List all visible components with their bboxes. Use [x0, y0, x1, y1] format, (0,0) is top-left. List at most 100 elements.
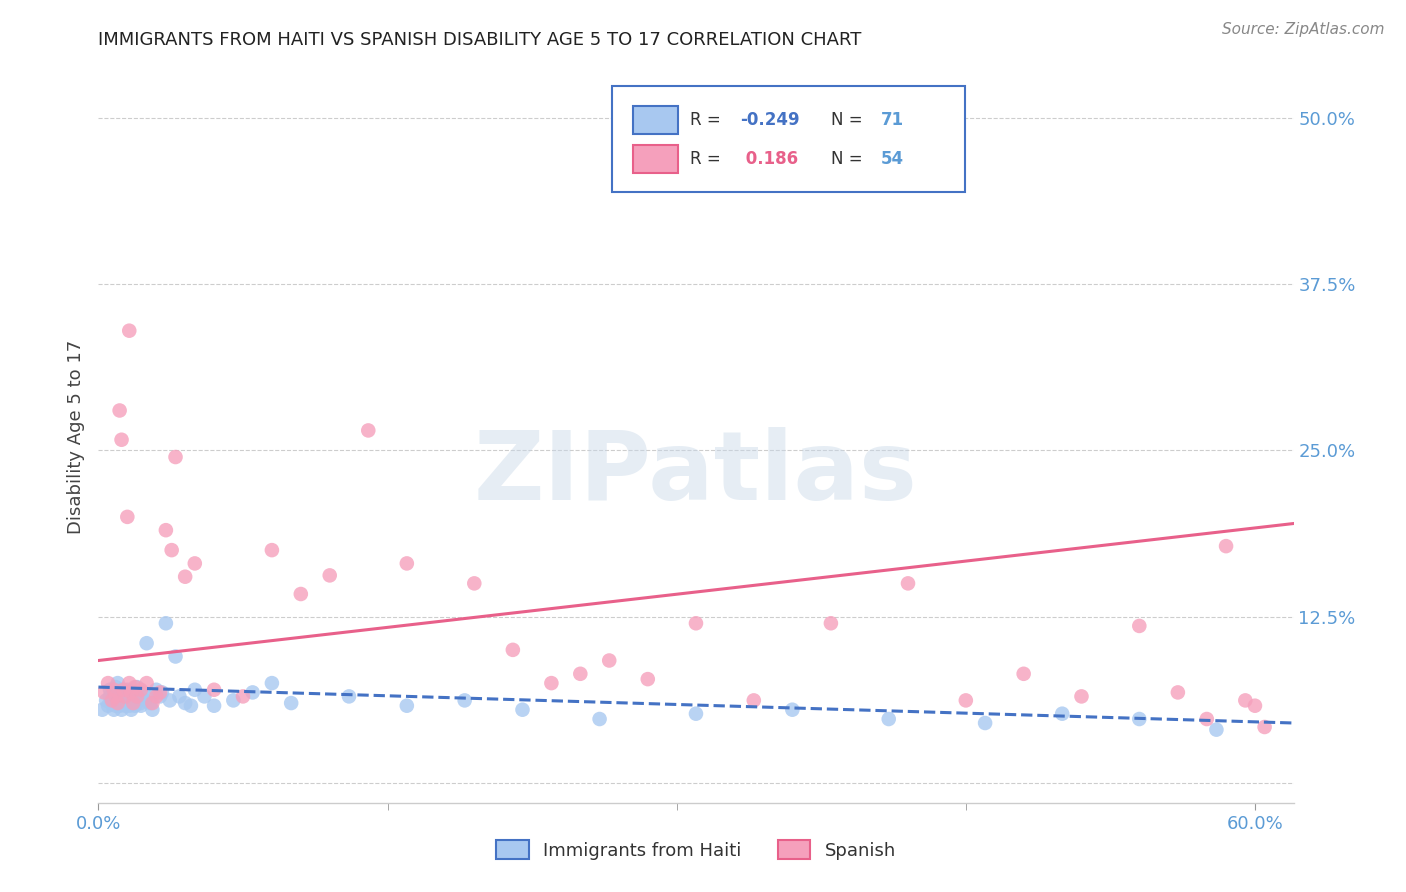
Point — [97, 698, 120, 713]
Point — [141, 703, 163, 717]
Point — [120, 685, 142, 699]
Point — [118, 698, 141, 713]
Point — [1012, 666, 1035, 681]
Point — [877, 712, 900, 726]
Point — [598, 653, 620, 667]
Point — [141, 696, 163, 710]
Point — [202, 682, 225, 697]
Point — [319, 568, 342, 582]
Point — [118, 693, 141, 707]
Point — [820, 616, 842, 631]
Point — [290, 587, 312, 601]
Point — [974, 716, 997, 731]
Point — [150, 685, 173, 699]
Point — [117, 690, 139, 704]
Text: Source: ZipAtlas.com: Source: ZipAtlas.com — [1222, 22, 1385, 37]
Point — [1215, 539, 1237, 553]
Point — [1050, 706, 1073, 721]
Point — [114, 698, 136, 713]
Point — [453, 693, 475, 707]
Point — [742, 693, 765, 707]
Point — [108, 403, 131, 417]
Point — [110, 682, 132, 697]
Point — [112, 682, 135, 697]
Point — [139, 696, 162, 710]
Point — [540, 676, 562, 690]
Point — [129, 698, 152, 713]
Point — [117, 696, 139, 710]
Point — [91, 703, 114, 717]
Text: -0.249: -0.249 — [740, 112, 800, 129]
Point — [184, 557, 207, 571]
Point — [135, 676, 157, 690]
Point — [782, 703, 804, 717]
Point — [685, 706, 707, 721]
Point — [125, 693, 148, 707]
Point — [1253, 720, 1275, 734]
Point — [145, 682, 167, 697]
Point — [159, 693, 181, 707]
Point — [222, 693, 245, 707]
Point — [1167, 685, 1189, 699]
Point — [1195, 712, 1218, 726]
Point — [588, 712, 610, 726]
Point — [242, 685, 264, 699]
Point — [232, 690, 254, 704]
Point — [118, 324, 141, 338]
Point — [125, 680, 148, 694]
Point — [101, 696, 124, 710]
Point — [129, 682, 152, 697]
Point — [120, 703, 142, 717]
Point — [125, 690, 148, 704]
Point — [94, 693, 117, 707]
Point — [112, 696, 135, 710]
FancyBboxPatch shape — [633, 106, 678, 135]
Point — [395, 698, 418, 713]
Point — [103, 685, 125, 699]
Point — [155, 523, 177, 537]
Point — [117, 682, 139, 697]
Point — [110, 703, 132, 717]
Point — [107, 696, 129, 710]
Point — [114, 690, 136, 704]
Text: R =: R = — [690, 112, 725, 129]
Point — [955, 693, 977, 707]
Point — [180, 698, 202, 713]
Point — [637, 672, 659, 686]
FancyBboxPatch shape — [633, 145, 678, 173]
Point — [107, 676, 129, 690]
Point — [129, 696, 152, 710]
Point — [103, 703, 125, 717]
Point — [357, 424, 380, 438]
Point — [108, 698, 131, 713]
Point — [93, 685, 115, 699]
Point — [337, 690, 360, 704]
Point — [145, 690, 167, 704]
Text: ZIPatlas: ZIPatlas — [474, 427, 918, 520]
Point — [169, 690, 191, 704]
Point — [135, 636, 157, 650]
Text: N =: N = — [831, 150, 868, 168]
Point — [502, 643, 524, 657]
Point — [202, 698, 225, 713]
Text: 0.186: 0.186 — [740, 150, 799, 168]
Point — [128, 690, 150, 704]
Point — [135, 690, 157, 704]
Point — [512, 703, 534, 717]
Point — [124, 698, 146, 713]
Point — [104, 690, 127, 704]
Text: 54: 54 — [882, 150, 904, 168]
Point — [165, 649, 187, 664]
Point — [280, 696, 302, 710]
Point — [132, 685, 155, 699]
Point — [260, 543, 283, 558]
Point — [117, 509, 139, 524]
Point — [107, 690, 129, 704]
Point — [1070, 690, 1092, 704]
Point — [1234, 693, 1257, 707]
Point — [118, 676, 141, 690]
Point — [193, 690, 215, 704]
Point — [1244, 698, 1267, 713]
Text: IMMIGRANTS FROM HAITI VS SPANISH DISABILITY AGE 5 TO 17 CORRELATION CHART: IMMIGRANTS FROM HAITI VS SPANISH DISABIL… — [98, 31, 862, 49]
Point — [165, 450, 187, 464]
